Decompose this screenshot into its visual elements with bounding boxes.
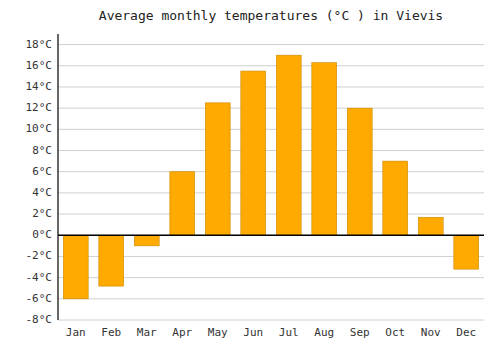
bar [205, 103, 230, 235]
bar [347, 108, 372, 235]
x-axis: Jan Feb Mar Apr May Jun Jul Aug Sep Oct Nov Dec [66, 326, 476, 339]
grid-line [58, 65, 484, 66]
category-label: Feb [101, 326, 121, 339]
grid-line [58, 320, 484, 321]
grid-line [58, 44, 484, 45]
page: {"chart_data": {"type": "bar", "title": … [0, 0, 500, 350]
y-axis-line [57, 34, 58, 320]
category-label: Jun [243, 326, 263, 339]
bar [241, 71, 266, 235]
bar [63, 235, 88, 299]
category-label: Aug [314, 326, 334, 339]
category-label: Sep [350, 326, 370, 339]
tick-label: -2°C [26, 249, 53, 262]
grid-line [58, 192, 484, 193]
zero-line [58, 235, 484, 237]
bar [99, 235, 124, 286]
tick-label: -8°C [26, 313, 53, 326]
grid-line [58, 86, 484, 87]
category-label: Apr [172, 326, 192, 339]
category-label: Oct [385, 326, 405, 339]
grid-line [58, 235, 484, 236]
bar [276, 55, 301, 235]
grid-line [58, 171, 484, 172]
tick-label: -4°C [26, 271, 53, 284]
grid-line [58, 108, 484, 109]
tick-label: 14°C [26, 80, 53, 93]
bar [383, 161, 408, 235]
bar [418, 217, 443, 235]
grid-line [58, 214, 484, 215]
bar [312, 63, 337, 236]
tick-label: -6°C [26, 292, 53, 305]
tick-label: 10°C [26, 122, 53, 135]
grid-line [58, 150, 484, 151]
category-label: Mar [137, 326, 157, 339]
bar [134, 235, 159, 246]
category-label: May [208, 326, 228, 339]
bars [63, 55, 478, 299]
tick-label: 0°C [32, 228, 52, 241]
grid [58, 45, 484, 320]
category-label: Nov [421, 326, 441, 339]
tick-label: 4°C [32, 186, 52, 199]
bar [170, 172, 195, 236]
tick-label: 12°C [26, 101, 53, 114]
tick-label: 8°C [32, 144, 52, 157]
category-label: Jul [279, 326, 299, 339]
tick-label: 6°C [32, 165, 52, 178]
grid-line [58, 129, 484, 130]
title: Average monthly temperatures (°C ) in Vi… [99, 8, 443, 23]
y-axis: -8°C -6°C -4°C -2°C 0°C 2°C 4°C 6°C 8°C 10°C 12°C 1… [26, 38, 53, 326]
category-label: Jan [66, 326, 86, 339]
category-label: Dec [456, 326, 476, 339]
bar [454, 235, 479, 269]
tick-label: 16°C [26, 59, 53, 72]
tick-label: 2°C [32, 207, 52, 220]
grid-line [58, 298, 484, 299]
tick-label: 18°C [26, 38, 53, 51]
chart: Average monthly temperatures (°C ) in Vi… [0, 0, 500, 350]
